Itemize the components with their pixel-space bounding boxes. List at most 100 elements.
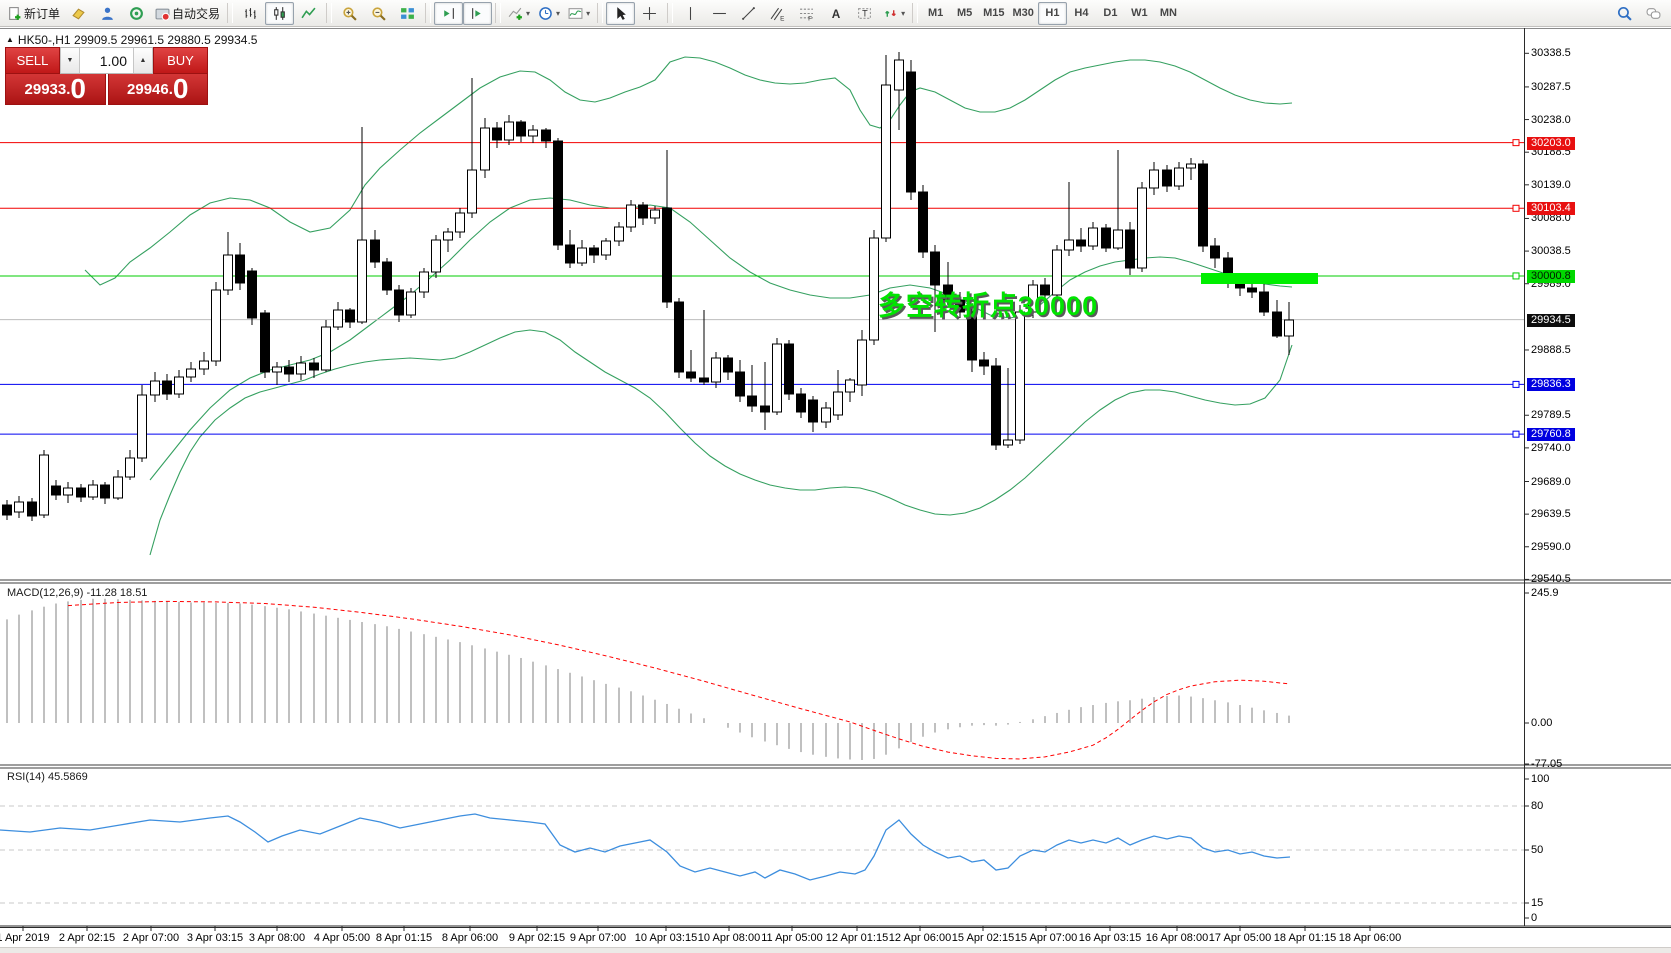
- buy-button[interactable]: BUY: [153, 47, 208, 74]
- chart-shift-button[interactable]: [463, 1, 493, 25]
- line-chart-button[interactable]: [294, 2, 323, 25]
- candle-body: [357, 239, 367, 323]
- time-axis-label: 1 Apr 2019: [0, 932, 50, 944]
- tf-mn-button[interactable]: MN: [1154, 2, 1183, 25]
- buy-price-dot: .: [168, 81, 173, 98]
- candle-body: [857, 339, 867, 386]
- axis-label: 0: [1531, 912, 1538, 924]
- tf-w1-button[interactable]: W1: [1125, 2, 1154, 25]
- candle-body: [1174, 167, 1184, 187]
- new-order-button[interactable]: 新订单: [3, 2, 64, 25]
- chart-title-text: HK50-,H1 29909.5 29961.5 29880.5 29934.5: [17, 33, 258, 47]
- trendline-button[interactable]: [734, 2, 763, 25]
- hline-handle[interactable]: [1512, 272, 1520, 280]
- search-button[interactable]: [1610, 2, 1639, 25]
- channel-button[interactable]: E: [763, 2, 792, 25]
- autotrade-button[interactable]: 自动交易: [151, 2, 224, 25]
- time-axis-label: 12 Apr 01:15: [825, 932, 889, 944]
- tf-d1-button[interactable]: D1: [1096, 2, 1125, 25]
- one-click-trading-panel: SELL ▼ 1.00 ▲ BUY 29933. 0 29946. 0: [5, 47, 208, 105]
- hline-button[interactable]: [705, 2, 734, 25]
- text-button[interactable]: A: [821, 2, 850, 25]
- tf-m30-button[interactable]: M30: [1009, 2, 1038, 25]
- axis-label: 29888.5: [1531, 343, 1571, 356]
- candle-body: [125, 457, 135, 478]
- zoom-out-button[interactable]: [364, 2, 393, 25]
- hline-handle[interactable]: [1512, 380, 1520, 388]
- highlight-rectangle[interactable]: [1201, 273, 1318, 284]
- hline-handle[interactable]: [1512, 139, 1520, 147]
- bollinger-upper: [84, 56, 1293, 286]
- templates-button[interactable]: ▾: [564, 2, 594, 25]
- candle-body: [1064, 239, 1074, 251]
- profile-button[interactable]: [93, 2, 122, 25]
- candle-body: [492, 127, 502, 141]
- clock-icon: [538, 6, 553, 21]
- tf-m15-button[interactable]: M15: [979, 2, 1008, 25]
- label-button[interactable]: T: [850, 2, 879, 25]
- indicators-button[interactable]: ▾: [504, 2, 534, 25]
- volume-up-button[interactable]: ▲: [133, 48, 153, 73]
- rsi-panel: [0, 805, 1524, 904]
- candle-body: [699, 377, 709, 383]
- tf-m5-button-label: M5: [956, 7, 973, 19]
- bar-chart-button[interactable]: [236, 2, 265, 25]
- periods-button[interactable]: ▾: [534, 2, 564, 25]
- candle-body: [27, 501, 37, 517]
- candlesticks: [2, 52, 1294, 521]
- collapse-icon[interactable]: ▲: [6, 35, 14, 44]
- community-button[interactable]: [1639, 2, 1668, 25]
- candle-body: [1149, 169, 1159, 189]
- tf-h1-button[interactable]: H1: [1037, 1, 1067, 25]
- time-axis-label: 8 Apr 06:00: [441, 932, 499, 944]
- candle-body: [113, 476, 123, 499]
- candle-body: [991, 365, 1001, 446]
- sell-button[interactable]: SELL: [5, 47, 60, 74]
- candle-body: [796, 393, 806, 413]
- candle-chart-button[interactable]: [265, 1, 295, 25]
- search-icon: [1617, 6, 1632, 21]
- scroll-to-end-button[interactable]: [434, 1, 464, 25]
- candle-body: [1162, 169, 1172, 187]
- tf-h4-button[interactable]: H4: [1067, 2, 1096, 25]
- main-toolbar: 新订单 自动交易 ▾ ▾ ▾ E F A T ▾ M1 M5 M15 M30 H1 H4 D1 W1 MN: [0, 0, 1671, 27]
- time-axis-label: 12 Apr 06:00: [888, 932, 952, 944]
- candle-body: [614, 226, 624, 242]
- bollinger-lower: [149, 329, 1293, 556]
- fibo-button[interactable]: F: [792, 2, 821, 25]
- signal-button[interactable]: [122, 2, 151, 25]
- sell-price[interactable]: 29933. 0: [5, 74, 106, 105]
- axis-label: 30287.5: [1531, 80, 1571, 93]
- candle-body: [1137, 187, 1147, 269]
- hline-handle[interactable]: [1512, 430, 1520, 438]
- cursor-button[interactable]: [606, 1, 636, 25]
- candle-body: [382, 261, 392, 291]
- arrows-button[interactable]: ▾: [879, 2, 909, 25]
- volume-down-button[interactable]: ▼: [60, 48, 80, 73]
- chart-annotation-text[interactable]: 多空转折点30000: [878, 291, 1099, 321]
- zoom-in-icon: [342, 6, 357, 21]
- zoom-in-button[interactable]: [335, 2, 364, 25]
- eraser-button[interactable]: [64, 2, 93, 25]
- buy-price[interactable]: 29946. 0: [107, 74, 208, 105]
- tf-h1-button-label: H1: [1045, 7, 1060, 19]
- candle-body: [1198, 163, 1208, 247]
- candle-body: [869, 237, 879, 341]
- hline-handle[interactable]: [1512, 204, 1520, 212]
- tf-m5-button[interactable]: M5: [950, 2, 979, 25]
- candle-body: [431, 239, 441, 273]
- hline-icon: [712, 6, 727, 21]
- tf-m1-button[interactable]: M1: [921, 2, 950, 25]
- toolbar-separator: [495, 3, 502, 23]
- linechart-icon: [301, 6, 316, 21]
- candle-body: [1101, 227, 1111, 249]
- tile-windows-button[interactable]: [393, 2, 422, 25]
- volume-control: ▼ 1.00 ▲: [60, 47, 153, 74]
- svg-text:F: F: [808, 15, 812, 21]
- vline-button[interactable]: [676, 2, 705, 25]
- axis-label: 30338.5: [1531, 47, 1571, 60]
- axis-label: 100: [1531, 773, 1550, 785]
- crosshair-button[interactable]: [635, 2, 664, 25]
- volume-input[interactable]: 1.00: [99, 52, 127, 69]
